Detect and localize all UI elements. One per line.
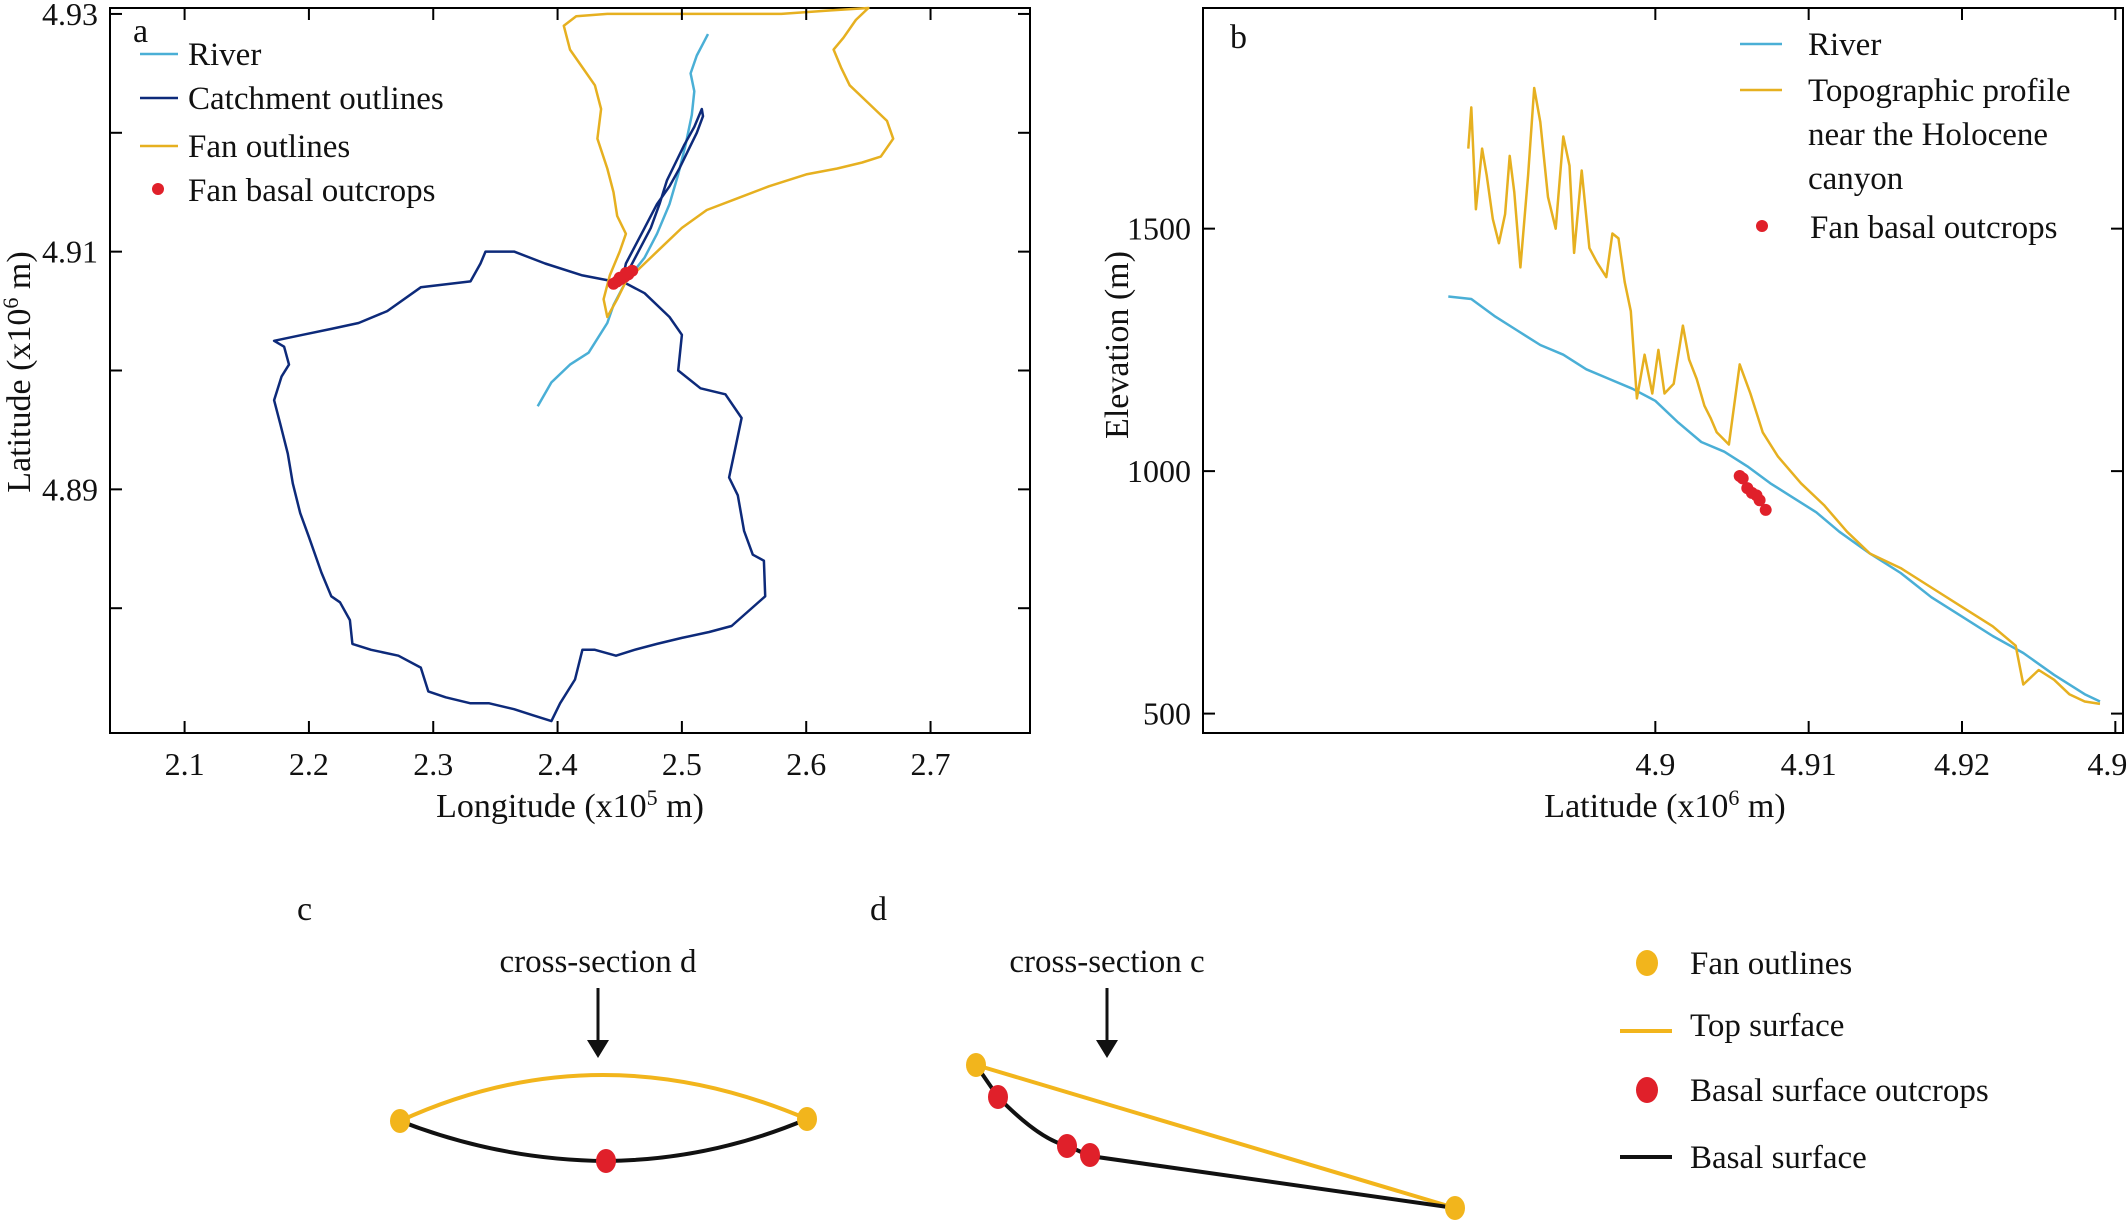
- diagram-legend-basal-outcrops: Basal surface outcrops: [1690, 1073, 1989, 1109]
- panel-d-caption: cross-section c: [1009, 944, 1204, 980]
- panel-b-xtick-label-3: 4.93: [2087, 746, 2128, 782]
- panel-a-ytick-label-2: 4.89: [42, 471, 98, 507]
- panel-a-series-fan-outlines: [562, 6, 895, 319]
- panel-a-ytick-label-0: 4.93: [42, 0, 98, 32]
- panel-a-xtick-label-3: 2.4: [538, 746, 578, 782]
- panel-d-outcrop-3: [1080, 1143, 1100, 1167]
- panel-a-ytick-label-1: 4.91: [42, 234, 98, 270]
- panel-b-xtick-label-0: 4.9: [1635, 746, 1675, 782]
- panel-a-xtick-label-2: 2.3: [413, 746, 453, 782]
- panel-d: d cross-section c: [870, 891, 1465, 1220]
- legend-label-topo-line3: canyon: [1808, 161, 1903, 197]
- panel-c-fan-outline-left: [390, 1109, 410, 1133]
- diagram-legend-basal-surface: Basal surface: [1690, 1140, 1867, 1176]
- panel-a-xlabel: Longitude (x105 m): [436, 785, 704, 826]
- panel-b-ticks: 4.9 4.91 4.92 4.93 2000 1500 1000 500: [1127, 0, 2128, 782]
- panel-b-ylabel: Elevation (m): [1099, 251, 1136, 439]
- panel-c-arrow-head: [587, 1040, 609, 1058]
- panel-d-top-surface: [975, 1063, 1456, 1210]
- panel-b-plot-area: [1448, 86, 2101, 706]
- panel-b-xlabel: Latitude (x106 m): [1544, 785, 1785, 826]
- legend-label-outcrops-b: Fan basal outcrops: [1810, 210, 2057, 246]
- panel-d-outcrop-2: [1057, 1134, 1077, 1158]
- panel-d-fan-outline-right: [1445, 1196, 1465, 1220]
- panel-c: c cross-section d: [297, 891, 817, 1173]
- diagram-legend-fan-outlines: Fan outlines: [1690, 946, 1852, 982]
- panel-a-xtick-label-6: 2.7: [911, 746, 951, 782]
- panel-b-series-river: [1448, 295, 2101, 703]
- panel-b-xtick-label-2: 4.92: [1934, 746, 1990, 782]
- panel-b-ytick-label-1: 1500: [1127, 211, 1191, 247]
- panel-b: 4.9 4.91 4.92 4.93 2000 1500 1000 500 b River T…: [1099, 0, 2128, 825]
- panel-b-xtick-label-1: 4.91: [1781, 746, 1837, 782]
- panel-a-xtick-label-0: 2.1: [165, 746, 205, 782]
- panel-c-outcrop: [596, 1149, 616, 1173]
- panel-b-ytick-label-2: 1000: [1127, 453, 1191, 489]
- panel-b-point-fan-basal-outcrops-6: [1759, 503, 1772, 516]
- panel-a-xtick-label-1: 2.2: [289, 746, 329, 782]
- diagram-legend: Fan outlines Top surface Basal surface o…: [1620, 946, 1989, 1176]
- panel-d-outcrop-1: [988, 1085, 1008, 1109]
- panel-a: 2.1 2.2 2.3 2.4 2.5 2.6 2.7 4.93 4.91 4.89 a Rive…: [0, 0, 1031, 826]
- diagram-legend-top-surface: Top surface: [1690, 1008, 1844, 1044]
- panel-d-fan-outline-left: [966, 1053, 986, 1077]
- legend-label-river-b: River: [1808, 27, 1881, 63]
- legend-label-catchment: Catchment outlines: [188, 81, 444, 117]
- panel-b-point-fan-basal-outcrops-1: [1736, 472, 1749, 485]
- panel-a-ticks: 2.1 2.2 2.3 2.4 2.5 2.6 2.7 4.93 4.91 4.89: [42, 0, 1030, 782]
- diagram-legend-basal-outcrops-swatch: [1636, 1077, 1658, 1103]
- panel-c-top-surface: [399, 1073, 808, 1123]
- panel-a-series-river: [536, 33, 710, 407]
- legend-label-topo-line2: near the Holocene: [1808, 117, 2048, 153]
- panel-b-series-topographic-profile-near-the-holocene-canyon: [1467, 86, 2101, 706]
- panel-a-point-fan-basal-outcrops-7: [619, 267, 632, 279]
- panel-a-legend: River Catchment outlines Fan outlines Fa…: [140, 37, 444, 209]
- panel-a-letter: a: [133, 13, 148, 50]
- panel-b-point-fan-basal-outcrops-5: [1753, 494, 1766, 507]
- legend-label-topo-line1: Topographic profile: [1808, 73, 2071, 109]
- panel-a-plot-area: [272, 6, 895, 723]
- panel-b-ytick-label-3: 500: [1143, 696, 1191, 732]
- panel-c-letter: c: [297, 891, 312, 928]
- legend-label-river: River: [188, 37, 261, 73]
- panel-d-arrow-head: [1096, 1040, 1118, 1058]
- panel-b-frame: [1202, 7, 2124, 734]
- panel-a-xtick-label-4: 2.5: [662, 746, 702, 782]
- legend-label-outcrops: Fan basal outcrops: [188, 173, 435, 209]
- panel-d-letter: d: [870, 891, 887, 928]
- panel-c-fan-outline-right: [797, 1107, 817, 1131]
- legend-swatch-outcrops: [152, 183, 164, 195]
- panel-b-ytick-label-0: 2000: [1127, 0, 1191, 4]
- panel-a-xtick-label-5: 2.6: [786, 746, 826, 782]
- panel-a-ylabel: Latitude (x106 m): [0, 251, 38, 492]
- panel-b-legend: River Topographic profile near the Holoc…: [1740, 27, 2071, 246]
- legend-label-fan-outlines: Fan outlines: [188, 129, 350, 165]
- diagram-legend-fan-outlines-swatch: [1636, 950, 1658, 976]
- panel-c-caption: cross-section d: [499, 944, 697, 980]
- panel-a-series-catchment-outlines: [272, 107, 767, 723]
- panel-b-letter: b: [1230, 19, 1247, 56]
- legend-swatch-outcrops-b: [1756, 220, 1768, 232]
